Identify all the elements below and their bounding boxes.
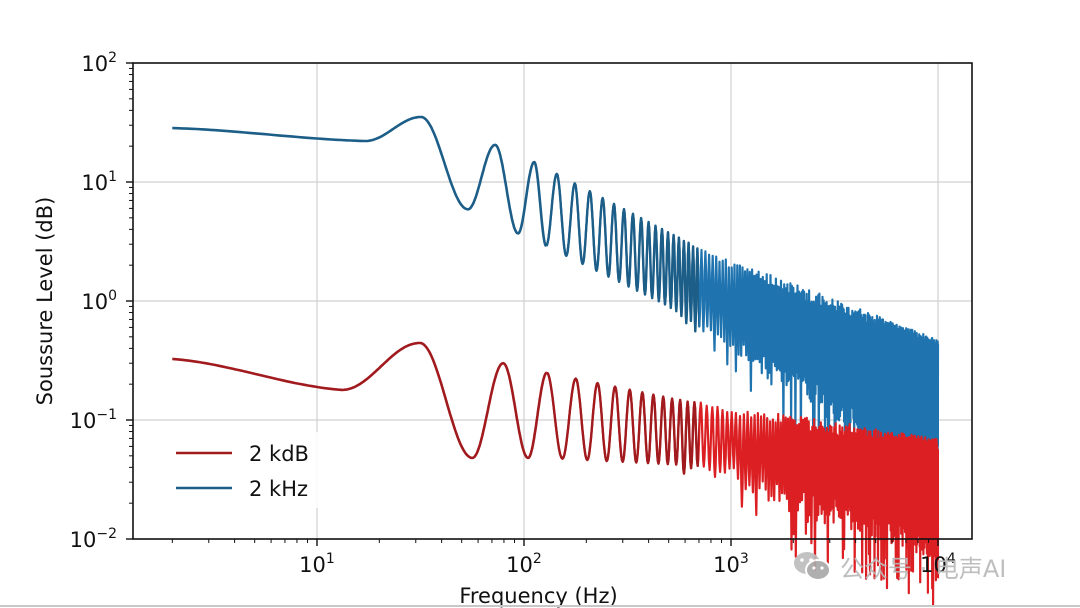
x-tick-label: 104	[920, 551, 956, 577]
bottom-divider	[0, 605, 1080, 607]
series-layer	[172, 115, 940, 606]
series-line-oscillating-lowf	[546, 371, 699, 475]
y-axis-label: Soussure Level (dB)	[33, 197, 57, 406]
y-tick-label: 10−1	[70, 407, 117, 433]
series-line-oscillating	[545, 172, 940, 523]
y-tick-label: 101	[81, 169, 117, 195]
series-line-smooth	[172, 341, 548, 460]
x-tick-label: 102	[506, 551, 542, 577]
y-tick-label: 100	[81, 288, 117, 314]
watermark-text: 公众号 · 电声AI	[840, 554, 1007, 583]
ticks	[126, 62, 939, 546]
series-line-smooth	[172, 115, 548, 248]
wechat-icon	[792, 550, 832, 582]
x-axis-label: Frequency (Hz)	[459, 584, 617, 608]
legend-background	[162, 432, 332, 508]
legend-label-2-khz: 2 kHz	[249, 477, 308, 501]
x-tick-label: 101	[299, 551, 335, 577]
watermark: 公众号 · 电声AI	[792, 546, 1006, 586]
legend-label-2-kdb: 2 kdB	[249, 442, 309, 466]
legend: 2 kdB 2 kHz	[162, 432, 332, 508]
x-tick-label: 103	[713, 551, 749, 577]
y-tick-label: 10−2	[70, 526, 117, 552]
y-tick-label: 102	[81, 50, 117, 76]
tick-labels: 101 102 103 104 102 101 100 10−1 10−2	[70, 50, 956, 577]
grid	[133, 63, 972, 539]
